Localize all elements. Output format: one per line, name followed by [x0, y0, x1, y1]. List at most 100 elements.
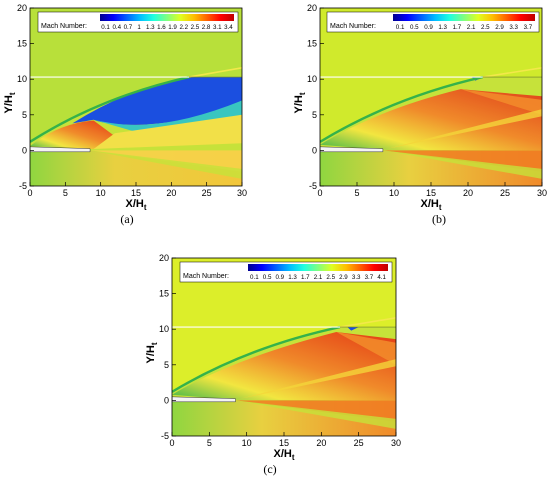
legend-level-label: 0.1: [250, 274, 259, 281]
y-tick-label: 0: [22, 145, 27, 155]
legend-level-label: 1.7: [301, 274, 310, 281]
legend-level-label: 3.7: [365, 274, 374, 281]
legend-level-label: 0.4: [112, 24, 121, 31]
caption-b: (b): [432, 212, 446, 226]
legend-level-label: 3.1: [213, 24, 222, 31]
lower-shear-band: [382, 150, 542, 179]
legend-level-label: 2.1: [467, 24, 476, 31]
legend-level-label: 4.1: [377, 274, 386, 281]
y-tick-label: 20: [159, 253, 169, 263]
x-tick-label: 0: [317, 188, 322, 198]
legend-level-label: 2.9: [495, 24, 504, 31]
outer-shear-layer: [339, 317, 396, 328]
legend-level-label: 1.7: [453, 24, 462, 31]
legend-level-label: 2.5: [326, 274, 335, 281]
legend-level-label: 0.1: [101, 24, 110, 31]
x-tick-label: 15: [279, 438, 289, 448]
x-tick-label: 5: [63, 188, 68, 198]
y-tick-label: 0: [164, 395, 169, 405]
mach-contour-panel-a: 0 5 10 15 20 25 30 -5 0 5 10 15 20 X/Ht Y/Ht Mach Numbe…: [0, 0, 275, 235]
y-tick-label: 20: [17, 3, 27, 13]
x-axis-label: X/Ht: [125, 198, 146, 212]
y-tick-label: 5: [164, 360, 169, 370]
legend-level-label: 0.9: [276, 274, 285, 281]
legend-level-label: 1.3: [146, 24, 155, 31]
legend-level-label: 3.4: [224, 24, 233, 31]
legend-level-label: 2.1: [314, 274, 323, 281]
x-tick-label: 30: [537, 188, 547, 198]
x-tick-label: 10: [389, 188, 399, 198]
y-tick-label: 10: [307, 74, 317, 84]
x-tick-label: 20: [316, 438, 326, 448]
legend-title: Mach Number:: [41, 23, 87, 30]
contour-field: [30, 8, 242, 186]
legend-level-label: 3.3: [509, 24, 518, 31]
x-tick-label: 0: [169, 438, 174, 448]
legend-colorbar: [393, 14, 535, 21]
legend-level-label: 2.5: [481, 24, 490, 31]
x-tick-label: 30: [391, 438, 401, 448]
legend-level-label: 0.5: [410, 24, 419, 31]
legend-level-label: 0.5: [263, 274, 272, 281]
low-mach-region: [72, 77, 242, 125]
y-axis-label: Y/Ht: [145, 342, 159, 363]
contour-field: [320, 8, 542, 186]
y-axis-label: Y/Ht: [3, 92, 17, 113]
x-tick-label: 10: [96, 188, 106, 198]
x-tick-label: 20: [166, 188, 176, 198]
x-tick-label: 5: [354, 188, 359, 198]
legend-level-label: 2.5: [191, 24, 200, 31]
high-mach-core: [320, 89, 542, 151]
x-tick-label: 15: [426, 188, 436, 198]
shear-layer: [172, 325, 341, 393]
y-tick-label: 10: [159, 324, 169, 334]
mid-mach-region: [93, 114, 242, 149]
nozzle-plate: [172, 396, 236, 403]
y-tick-label: 15: [17, 39, 27, 49]
y-tick-label: 0: [312, 145, 317, 155]
x-tick-label: 5: [207, 438, 212, 448]
legend-level-label: 3.7: [524, 24, 533, 31]
contour-field: [172, 258, 396, 436]
nozzle-plate: [30, 146, 91, 153]
x-tick-label: 25: [500, 188, 510, 198]
legend-level-label: 1: [137, 24, 141, 31]
legend-level-label: 1.9: [168, 24, 177, 31]
y-tick-label: 5: [312, 110, 317, 120]
legend-level-label: 1.6: [157, 24, 166, 31]
y-tick-label: 15: [159, 289, 169, 299]
caption-a: (a): [120, 212, 134, 226]
legend-level-label: 0.1: [396, 24, 405, 31]
y-tick-label: -5: [309, 181, 317, 191]
caption-c: (c): [263, 462, 277, 476]
y-tick-label: 20: [307, 3, 317, 13]
legend-level-label: 1.3: [288, 274, 297, 281]
shear-layer: [30, 75, 190, 143]
shear-layer: [320, 75, 484, 143]
legend-level-label: 1.3: [438, 24, 447, 31]
legend-level-label: 2.9: [339, 274, 348, 281]
legend-colorbar: [248, 264, 388, 271]
nozzle-plate: [320, 146, 384, 153]
legend-title: Mach Number:: [330, 23, 376, 30]
y-tick-label: -5: [19, 181, 27, 191]
mach-contour-panel-c: 0 5 10 15 20 25 30 -5 0 5 10 15 20 X/Ht Y/Ht Mach Numbe…: [130, 248, 420, 484]
outer-shear-layer: [188, 67, 242, 78]
high-mach-core: [30, 120, 115, 149]
x-axis-label: X/Ht: [420, 198, 441, 212]
legend-level-label: 3.3: [352, 274, 361, 281]
lower-shear-band: [90, 150, 242, 179]
y-tick-label: 10: [17, 74, 27, 84]
x-axis-label: X/Ht: [273, 448, 294, 462]
high-mach-core: [172, 332, 396, 401]
legend-colorbar: [100, 14, 234, 21]
x-tick-label: 25: [202, 188, 212, 198]
x-tick-label: 10: [242, 438, 252, 448]
legend-title: Mach Number:: [183, 273, 229, 280]
x-tick-label: 25: [354, 438, 364, 448]
y-tick-label: 15: [307, 39, 317, 49]
x-tick-label: 15: [131, 188, 141, 198]
